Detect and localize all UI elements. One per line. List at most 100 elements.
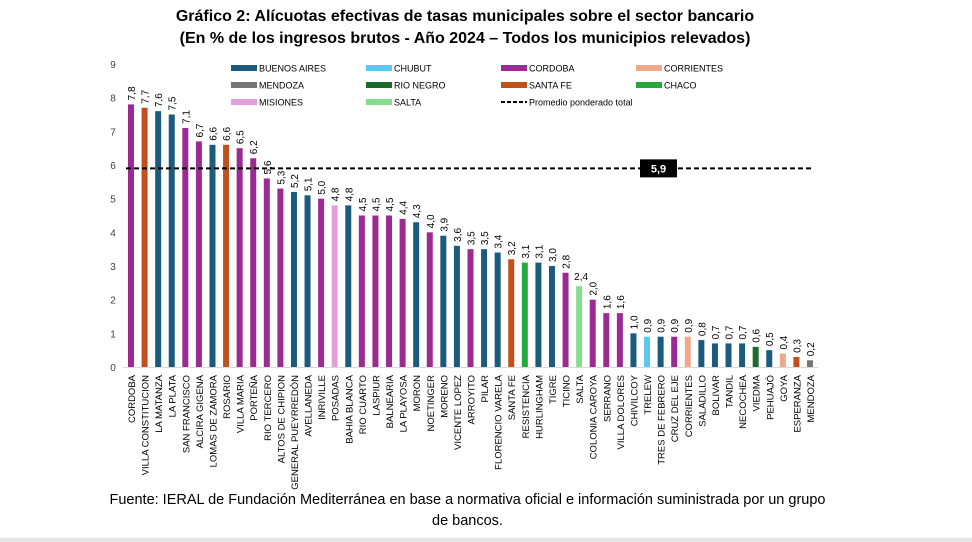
bar (521, 262, 528, 367)
bar (603, 313, 610, 367)
bar-value-label: 0,9 (643, 318, 654, 332)
bar (290, 191, 297, 367)
chart-title-line-2: (En % de los ingresos brutos - Año 2024 … (179, 30, 751, 47)
bar-value-label: 7,5 (168, 96, 179, 110)
x-tick-label: VILLA DOLORES (616, 375, 627, 449)
bar (589, 299, 596, 367)
legend-label: CORDOBA (529, 64, 575, 74)
bar-value-label: 0,6 (752, 328, 763, 342)
bar-value-label: 3,4 (494, 234, 505, 248)
bar (155, 111, 162, 367)
bar (467, 249, 474, 367)
bar (277, 188, 284, 367)
bar-value-label: 0,7 (738, 325, 749, 339)
bar-value-label: 6,6 (208, 126, 219, 140)
bar (141, 107, 148, 368)
x-tick-label: ALCIRA GIGENA (195, 374, 206, 448)
bar-value-label: 0,3 (792, 339, 803, 353)
bar (725, 343, 732, 367)
bar (793, 356, 800, 367)
bar (223, 144, 230, 367)
bar (209, 144, 216, 367)
y-axis: 0 1 2 3 4 5 6 7 8 9 (110, 60, 116, 374)
bar (616, 313, 623, 367)
bar (671, 336, 678, 367)
y-tick-label: 3 (110, 262, 116, 273)
x-tick-label: PEHUAJÓ (765, 375, 776, 420)
bar (128, 104, 134, 368)
bar-value-label: 7,7 (141, 89, 152, 103)
bar (413, 222, 420, 367)
x-tick-label: LA MATANZA (154, 374, 165, 432)
x-tick-label: SALTA (575, 374, 586, 403)
x-tick-label: LA PLATA (168, 374, 179, 417)
bar (684, 336, 691, 367)
bar-value-label: 3,6 (453, 227, 464, 241)
x-tick-label: SALADILLO (697, 375, 708, 427)
legend-label: RIO NEGRO (394, 81, 446, 91)
bar (358, 215, 365, 367)
x-tick-label: CORRIENTES (684, 375, 695, 437)
value-labels: 7,8 7,7 7,6 7,57,16,7 6,6 6,6 6,56,25,65,3 5,2 5… (127, 86, 817, 356)
bar-value-label: 0,2 (806, 342, 817, 356)
bar (453, 245, 460, 367)
bar-value-label: 0,4 (779, 335, 790, 349)
x-tick-label: RIO TERCERO (263, 375, 274, 441)
bar-value-label: 4,8 (331, 187, 342, 201)
x-tick-label: INRIVILLE (317, 375, 328, 420)
x-tick-label: VIEDMA (752, 374, 763, 411)
y-tick-label: 8 (110, 94, 116, 105)
y-tick-label: 9 (110, 60, 116, 71)
bar-value-label: 3,0 (548, 248, 559, 262)
x-tick-label: RIO CUARTO (358, 375, 369, 434)
source-note: Fuente: IERAL de Fundación Mediterránea … (109, 492, 826, 529)
bars (128, 104, 813, 368)
bar-value-label: 6,5 (236, 130, 247, 144)
legend-label: CORRIENTES (664, 64, 723, 74)
x-tick-label: LOMAS DE ZAMORA (208, 374, 219, 467)
bar (345, 205, 352, 367)
bar-value-label: 2,8 (562, 254, 573, 268)
bar (807, 360, 813, 367)
x-tick-label: SAN FRANCISCO (181, 375, 192, 453)
bar (481, 249, 488, 367)
bar (318, 198, 325, 367)
x-axis-labels: CORDOBA VILLA CONSTITUCION LA MATANZA LA PL… (127, 374, 817, 489)
x-tick-label: FLORENCIO VARELA (494, 374, 505, 470)
bar-value-label: 4,8 (344, 187, 355, 201)
bar (440, 235, 447, 367)
legend-label: CHUBUT (394, 64, 432, 74)
x-tick-label: GOYA (779, 374, 790, 401)
legend-swatch (501, 82, 527, 88)
bar-value-label: 1,6 (602, 295, 613, 309)
legend-swatch (366, 99, 392, 105)
bar-value-label: 7,6 (154, 93, 165, 107)
bar-value-label: 4,4 (399, 201, 410, 215)
x-tick-label: SANTA FE (507, 375, 518, 420)
legend-label: Promedio ponderado total (529, 98, 633, 108)
bar (657, 336, 664, 367)
bar (644, 336, 651, 367)
x-tick-label: RESISTENCIA (521, 374, 532, 438)
bar-value-label: 0,9 (657, 318, 668, 332)
bar-value-label: 0,7 (711, 325, 722, 339)
bar (331, 205, 338, 367)
x-tick-label: ARROYITO (467, 375, 478, 424)
legend-label: MENDOZA (259, 81, 304, 91)
bar-value-label: 3,5 (467, 231, 478, 245)
bar (698, 340, 705, 367)
x-tick-label: PORTEÑA (249, 374, 260, 420)
bar-value-label: 7,8 (127, 86, 138, 100)
x-tick-label: CHIVILCOY (629, 374, 640, 426)
bar (548, 266, 555, 367)
bar-value-label: 4,5 (385, 197, 396, 211)
bar-value-label: 5,1 (304, 177, 315, 191)
bar-value-label: 7,1 (181, 110, 192, 124)
bar (399, 218, 406, 367)
legend-label: SANTA FE (529, 81, 572, 91)
chart-title: Gráfico 2: Alícuotas efectivas de tasas … (0, 6, 930, 50)
y-tick-label: 5 (110, 195, 116, 206)
chart-title-line-1: Gráfico 2: Alícuotas efectivas de tasas … (175, 8, 755, 25)
legend-swatch (231, 82, 257, 88)
